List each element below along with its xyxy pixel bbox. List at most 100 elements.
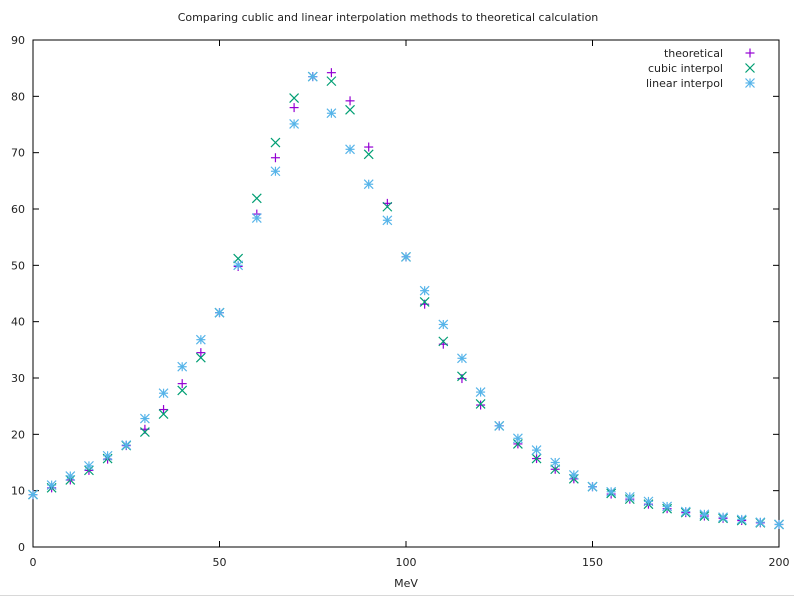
legend-label: theoretical <box>664 47 723 60</box>
data-point <box>214 307 225 318</box>
data-point <box>159 405 169 415</box>
legend-label: cubic interpol <box>648 62 723 75</box>
y-tick-label: 0 <box>18 541 25 554</box>
data-point <box>196 348 206 358</box>
data-point <box>326 108 337 119</box>
data-point <box>699 509 710 520</box>
data-point <box>718 512 728 523</box>
data-point <box>364 142 374 152</box>
data-point <box>624 491 635 502</box>
data-point <box>476 400 486 410</box>
data-point <box>177 379 187 389</box>
data-point <box>438 319 449 330</box>
data-point <box>680 506 691 517</box>
data-point <box>326 76 337 87</box>
data-point <box>736 514 747 525</box>
data-point <box>139 413 150 424</box>
data-point <box>512 433 523 444</box>
legend-marker <box>745 78 755 88</box>
data-point <box>457 374 467 384</box>
data-point <box>401 251 411 262</box>
window-bottom-edge <box>0 595 794 596</box>
legend-marker <box>745 48 755 58</box>
y-tick-label: 10 <box>11 485 25 498</box>
data-point <box>251 193 262 204</box>
plot-frame <box>32 39 780 548</box>
y-tick-label: 20 <box>11 428 25 441</box>
data-point <box>382 215 393 226</box>
data-point <box>326 68 336 78</box>
series-cubic-interpol <box>28 71 784 530</box>
data-point <box>177 361 188 372</box>
data-point <box>233 260 244 271</box>
x-tick-label: 50 <box>213 556 227 569</box>
data-point <box>363 179 374 190</box>
data-point <box>102 450 113 461</box>
y-tick-label: 40 <box>11 316 25 329</box>
data-point <box>494 420 505 431</box>
data-point <box>345 96 355 106</box>
data-point <box>457 371 467 382</box>
chart-title: Comparing cublic and linear interpolatio… <box>178 11 599 24</box>
data-point <box>251 213 262 223</box>
data-point <box>419 297 430 307</box>
data-point <box>270 137 281 148</box>
data-point <box>289 119 300 129</box>
y-tick-label: 90 <box>11 34 25 47</box>
data-point <box>195 352 206 363</box>
data-point <box>289 103 299 113</box>
x-tick-label: 0 <box>30 556 37 569</box>
legend: theoretical cubic interpol linear interpol <box>646 47 755 90</box>
data-point <box>139 427 150 438</box>
y-tick-label: 80 <box>11 90 25 103</box>
data-point <box>643 496 654 507</box>
x-tick-label: 200 <box>769 556 790 569</box>
legend-marker <box>745 63 755 73</box>
y-tick-label: 50 <box>11 259 25 272</box>
data-point <box>121 440 132 450</box>
data-point <box>755 517 766 528</box>
data-point <box>46 480 57 490</box>
data-point <box>531 445 542 456</box>
data-point <box>307 71 318 82</box>
data-point <box>568 469 579 480</box>
data-point <box>84 460 94 471</box>
legend-label: linear interpol <box>646 77 723 90</box>
data-point <box>587 481 598 492</box>
data-point <box>420 299 430 309</box>
x-axis-label: MeV <box>394 577 418 590</box>
data-point <box>195 334 206 345</box>
data-point <box>531 453 542 464</box>
data-point <box>363 149 374 160</box>
y-tick-label: 70 <box>11 147 25 160</box>
series-theoretical <box>28 68 784 529</box>
data-point <box>382 201 393 212</box>
data-point <box>84 465 94 476</box>
data-point <box>28 489 38 500</box>
data-point <box>345 144 355 155</box>
data-point <box>550 457 561 468</box>
data-point <box>662 501 673 512</box>
data-point <box>289 93 300 103</box>
y-axis: 0 10 20 30 40 50 60 70 80 90 <box>11 34 779 554</box>
series-linear-interpol <box>28 71 784 530</box>
data-point <box>158 409 169 419</box>
data-point <box>419 285 430 296</box>
x-tick-label: 150 <box>582 556 603 569</box>
data-point <box>475 398 486 409</box>
data-points <box>28 68 784 530</box>
data-point <box>177 385 188 396</box>
data-point <box>158 388 169 399</box>
y-tick-label: 60 <box>11 203 25 216</box>
data-point <box>774 519 784 530</box>
data-point <box>65 471 76 481</box>
data-point <box>475 387 486 398</box>
data-point <box>270 166 281 177</box>
x-axis: 0 50 100 150 200 <box>30 40 790 569</box>
y-tick-label: 30 <box>11 372 25 385</box>
data-point <box>438 336 449 347</box>
data-point <box>270 153 280 163</box>
data-point <box>457 353 467 364</box>
data-point <box>345 104 355 115</box>
